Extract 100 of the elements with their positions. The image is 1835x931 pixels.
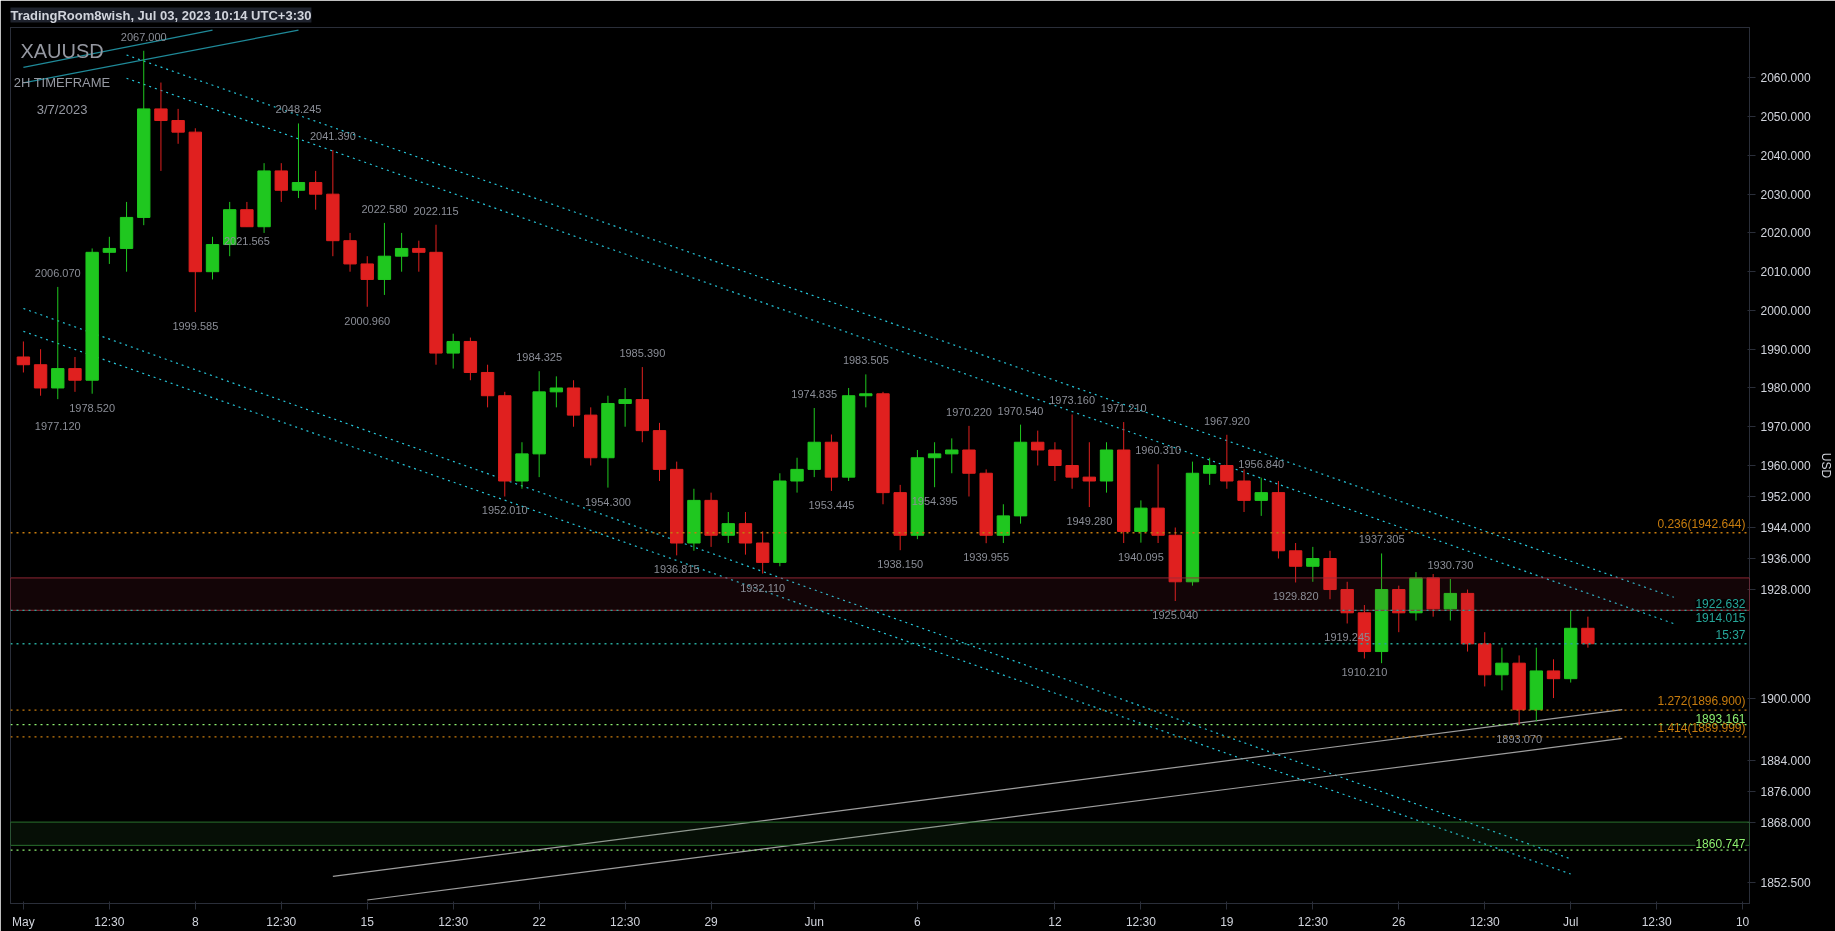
annotation: 1932.110 [740, 581, 786, 594]
candlestick [16, 340, 31, 373]
annotation: 1953.445 [808, 498, 855, 511]
candlestick [755, 530, 770, 575]
y-tick-label: 1852.500 [1760, 875, 1811, 890]
y-tick-label: 1884.000 [1760, 753, 1811, 768]
candlestick [377, 222, 392, 296]
candlestick [343, 232, 357, 273]
candlestick [291, 122, 306, 199]
x-tick-label: 12:30 [1297, 914, 1329, 929]
annotation: 1925.040 [1152, 609, 1199, 622]
annotation: 1954.300 [584, 495, 631, 508]
x-tick-label: 12 [1048, 914, 1062, 929]
annotation: 1960.310 [1135, 444, 1182, 457]
annotation: 1974.835 [791, 388, 838, 400]
annotation: 1973.160 [1049, 394, 1096, 407]
y-tick-label: 1928.000 [1760, 583, 1811, 598]
x-tick-label: 12:30 [438, 914, 469, 929]
candlestick [790, 457, 804, 494]
candlestick [1220, 434, 1234, 490]
annotation: 1938.150 [877, 558, 924, 571]
candlestick [945, 437, 959, 474]
candlestick [1392, 585, 1406, 633]
annotation: 2041.390 [309, 130, 356, 143]
annotation: 1937.305 [1358, 533, 1405, 546]
y-tick-label: 2050.000 [1760, 110, 1811, 125]
annotation: 2022.115 [413, 204, 459, 217]
candlestick [51, 286, 65, 400]
candlestick [1546, 658, 1561, 699]
annotation: 1893.070 [1496, 732, 1543, 745]
annotation: 1956.840 [1238, 457, 1285, 470]
text: XAUUSD [20, 40, 104, 63]
x-tick-label: 15 [360, 914, 375, 929]
candlestick [618, 387, 632, 428]
candlestick [1237, 468, 1251, 513]
candlestick [102, 236, 117, 265]
x-tick-label: May [12, 914, 35, 929]
candlestick [1254, 477, 1268, 517]
x-tick-label: 12:30 [266, 914, 297, 929]
ref-line-label: 1860.747 [1695, 837, 1746, 852]
candlestick [1031, 430, 1045, 466]
y-tick-label: 1990.000 [1760, 342, 1811, 357]
candlestick [154, 82, 168, 172]
candlestick [240, 201, 254, 228]
annotation: 1967.920 [1203, 414, 1250, 427]
candlestick [1065, 413, 1079, 490]
candlestick [1581, 616, 1595, 649]
candlestick [446, 333, 460, 370]
x-tick-label: 6 [914, 914, 922, 929]
candlestick [480, 364, 495, 408]
y-tick-label: 2030.000 [1760, 187, 1811, 202]
annotation: 1985.390 [619, 347, 666, 360]
ref-line-label: 1914.015 15:37 [1695, 610, 1746, 642]
annotation: 1929.820 [1272, 590, 1319, 603]
candlestick [171, 108, 185, 145]
annotation: 2067.000 [120, 30, 167, 43]
candlestick [394, 232, 409, 273]
x-tick-label: 12:30 [1641, 914, 1672, 929]
y-tick-label: 1952.000 [1760, 490, 1811, 505]
candlestick [1340, 581, 1354, 624]
y-tick-label: 2000.000 [1760, 303, 1811, 318]
candlestick [859, 373, 873, 408]
candlestick [1202, 457, 1217, 486]
candlestick [962, 425, 976, 498]
candlestick [996, 503, 1011, 544]
y-tick-label: 1944.000 [1760, 521, 1811, 536]
y-tick-label: 1960.000 [1760, 459, 1811, 473]
annotation: 1940.095 [1117, 550, 1164, 563]
annotation: 2006.070 [34, 266, 81, 279]
x-tick-label: 12:30 [94, 914, 125, 929]
candlestick [738, 511, 753, 556]
x-tick-label: 19 [1220, 914, 1234, 929]
y-tick-label: 1980.000 [1760, 381, 1811, 396]
x-tick-label: 8 [191, 914, 199, 929]
candlestick [412, 240, 426, 273]
candlestick [308, 170, 323, 211]
candlestick [360, 255, 374, 308]
annotation: 1970.540 [997, 404, 1044, 417]
annotation: 2000.960 [344, 314, 391, 327]
annotation: 1977.120 [34, 420, 81, 433]
annotation: 2022.580 [361, 202, 408, 215]
y-tick-label: 1868.000 [1760, 815, 1811, 830]
x-tick-label: 12:30 [1125, 914, 1157, 929]
x-tick-label: 29 [704, 914, 719, 929]
annotation: 1936.815 [653, 563, 700, 576]
y-tick-label: 2010.000 [1760, 265, 1811, 280]
annotation: 1999.585 [172, 320, 219, 333]
candlestick [927, 441, 942, 488]
candlestick [33, 348, 48, 397]
ref-line-label: 0.236(1942.644) [1657, 516, 1746, 531]
candlestick [1288, 542, 1303, 583]
annotation: 1910.210 [1341, 666, 1388, 679]
candlestick [721, 511, 735, 544]
x-tick-label: 12:30 [1469, 914, 1501, 929]
annotation: 1971.210 [1100, 402, 1147, 415]
y-tick-label: 2040.000 [1760, 148, 1811, 163]
annotation: 1970.220 [946, 405, 992, 418]
annotation: 3/7/2023 [36, 101, 88, 117]
candlestick [1306, 546, 1320, 583]
x-tick-label: Jun [804, 914, 824, 929]
